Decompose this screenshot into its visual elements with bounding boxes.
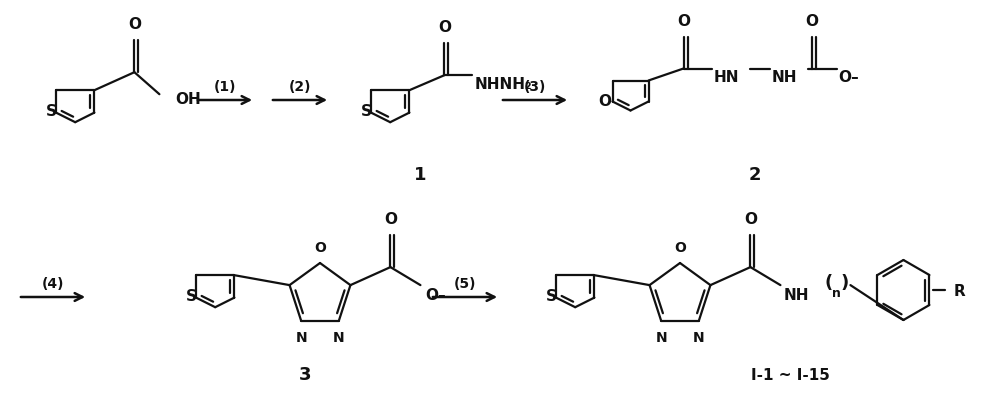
Text: O–: O– — [838, 71, 859, 85]
Text: O: O — [677, 13, 690, 29]
Text: S: S — [546, 289, 556, 304]
Text: R: R — [953, 285, 965, 299]
Text: O: O — [598, 94, 611, 110]
Text: 2: 2 — [749, 166, 761, 184]
Text: N: N — [655, 331, 667, 345]
Text: (3): (3) — [524, 80, 546, 94]
Text: NHNH₂: NHNH₂ — [474, 77, 532, 92]
Text: N: N — [333, 331, 345, 345]
Text: (: ( — [824, 274, 833, 292]
Text: O: O — [128, 17, 141, 32]
Text: O: O — [314, 241, 326, 255]
Text: (4): (4) — [42, 277, 64, 291]
Text: O–: O– — [425, 288, 446, 303]
Text: ): ) — [840, 274, 849, 292]
Text: S: S — [46, 104, 56, 119]
Text: I-1 ~ I-15: I-1 ~ I-15 — [751, 368, 829, 382]
Text: NH: NH — [783, 288, 809, 303]
Text: O: O — [805, 13, 818, 29]
Text: OH: OH — [175, 92, 201, 107]
Text: (5): (5) — [454, 277, 476, 291]
Text: O: O — [438, 20, 451, 35]
Text: (1): (1) — [214, 80, 236, 94]
Text: NH: NH — [772, 71, 797, 85]
Text: S: S — [360, 104, 372, 119]
Text: S: S — [186, 289, 196, 304]
Text: O: O — [674, 241, 686, 255]
Text: 1: 1 — [414, 166, 426, 184]
Text: O: O — [384, 212, 397, 227]
Text: (2): (2) — [289, 80, 311, 94]
Text: n: n — [832, 287, 841, 300]
Text: 3: 3 — [299, 366, 311, 384]
Text: N: N — [693, 331, 705, 345]
Text: N: N — [295, 331, 307, 345]
Text: HN: HN — [714, 71, 739, 85]
Text: O: O — [744, 212, 757, 227]
